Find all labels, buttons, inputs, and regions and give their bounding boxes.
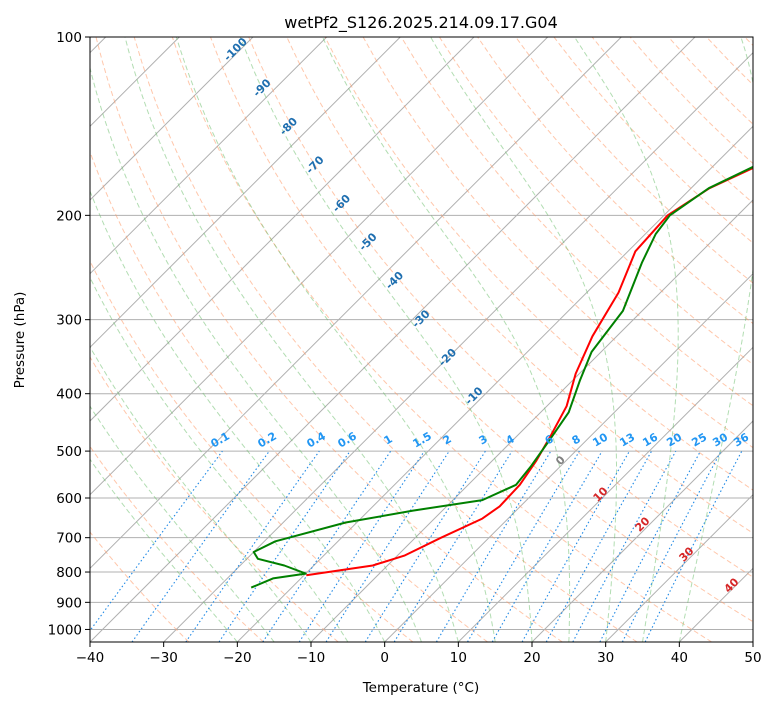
- isotherm-line: [531, 420, 753, 642]
- x-tick-label: 30: [597, 650, 614, 666]
- mixing-ratio-line: [393, 450, 513, 642]
- x-tick-label: 20: [523, 650, 540, 666]
- isotherm-line: [90, 37, 328, 275]
- x-tick-label: −20: [223, 650, 252, 666]
- dry-adiabat-line: [324, 37, 753, 491]
- y-tick-label: 800: [56, 565, 82, 581]
- moist-adiabat-line: [90, 276, 349, 642]
- moist-adiabat-line: [90, 189, 386, 642]
- mixing-ratio-line: [545, 450, 653, 642]
- mixing-ratio-line: [298, 450, 425, 642]
- dry-adiabat-line: [133, 37, 638, 642]
- moist-adiabat-line: [239, 37, 533, 642]
- y-tick-label: 900: [56, 595, 82, 611]
- isotherm-line: [605, 493, 753, 642]
- y-tick-label: 300: [56, 313, 82, 329]
- x-tick-label: 10: [450, 650, 467, 666]
- plot-frame: [89, 36, 754, 643]
- moist-adiabat-line: [90, 405, 275, 642]
- dry-adiabat-line: [438, 37, 753, 366]
- dry-adiabat-line: [248, 37, 753, 578]
- mixing-ratio-line: [644, 450, 743, 642]
- moist-adiabat-line: [124, 37, 459, 642]
- isotherm-line: [90, 37, 475, 422]
- chart-title: wetPf2_S126.2025.214.09.17.G04: [284, 13, 558, 33]
- mixing-ratio-line: [90, 450, 223, 632]
- x-tick-label: −40: [76, 650, 105, 666]
- moist-adiabat-line: [175, 37, 496, 642]
- y-tick-label: 600: [56, 491, 82, 507]
- dry-adiabat-line: [515, 37, 753, 284]
- isotherm-line: [236, 125, 753, 642]
- mixing-ratio-line: [185, 450, 320, 642]
- moist-adiabat-line: [90, 458, 238, 642]
- y-tick-label: 100: [56, 30, 82, 46]
- dry-adiabat-line: [90, 531, 190, 642]
- mixing-ratio-line: [218, 450, 351, 642]
- dry-adiabat-line: [210, 37, 753, 623]
- isotherm-line: [90, 37, 549, 496]
- dry-adiabat-line: [90, 356, 339, 642]
- isotherm-line: [163, 51, 753, 642]
- temperature-profile-line: [306, 166, 753, 577]
- mixing-ratio-line: [572, 450, 677, 642]
- dry-adiabat-line: [90, 259, 414, 642]
- dry-adiabat-line: [90, 150, 488, 642]
- x-tick-label: 50: [744, 650, 761, 666]
- plot-area: -100-90-80-70-60-50-40-30-20-100.1 0.2 0.4…: [90, 37, 753, 642]
- moist-adiabat-line: [678, 37, 753, 642]
- dry-adiabat-line: [90, 445, 264, 642]
- dewpoint-profile-line: [250, 165, 753, 589]
- y-axis-label: Pressure (hPa): [12, 292, 28, 389]
- mixing-ratio-line: [131, 450, 270, 642]
- y-tick-label: 700: [56, 531, 82, 547]
- x-tick-label: −10: [297, 650, 326, 666]
- y-tick-label: 500: [56, 444, 82, 460]
- x-axis-label: Temperature (°C): [362, 680, 480, 696]
- isotherm-line: [457, 346, 753, 642]
- dry-adiabat-line: [400, 37, 753, 407]
- moist-adiabat-line: [90, 65, 422, 642]
- y-tick-label: 1000: [48, 622, 82, 638]
- y-tick-label: 400: [56, 387, 82, 403]
- axes: −40 −30 −20 −10 0 10 20 30 40 50 100 200 300 400 500 60…: [48, 30, 762, 666]
- x-tick-label: −30: [149, 650, 178, 666]
- y-tick-label: 200: [56, 208, 82, 224]
- moist-adiabat-line: [574, 37, 679, 642]
- dry-adiabat-line: [95, 37, 563, 642]
- moist-adiabat-line: [322, 37, 571, 642]
- isotherm-line: [90, 37, 254, 201]
- x-tick-label: 0: [380, 650, 389, 666]
- isotherm-line: [90, 37, 401, 349]
- x-tick-label: 40: [671, 650, 688, 666]
- mixing-ratio-line: [262, 450, 392, 642]
- moist-adiabat-line: [430, 37, 617, 642]
- mixing-ratio-line: [521, 450, 630, 642]
- isotherm-line: [90, 37, 622, 570]
- isotherm-line: [384, 272, 753, 642]
- dry-adiabat-line: [171, 37, 712, 642]
- moist-adiabat-line: [90, 345, 312, 642]
